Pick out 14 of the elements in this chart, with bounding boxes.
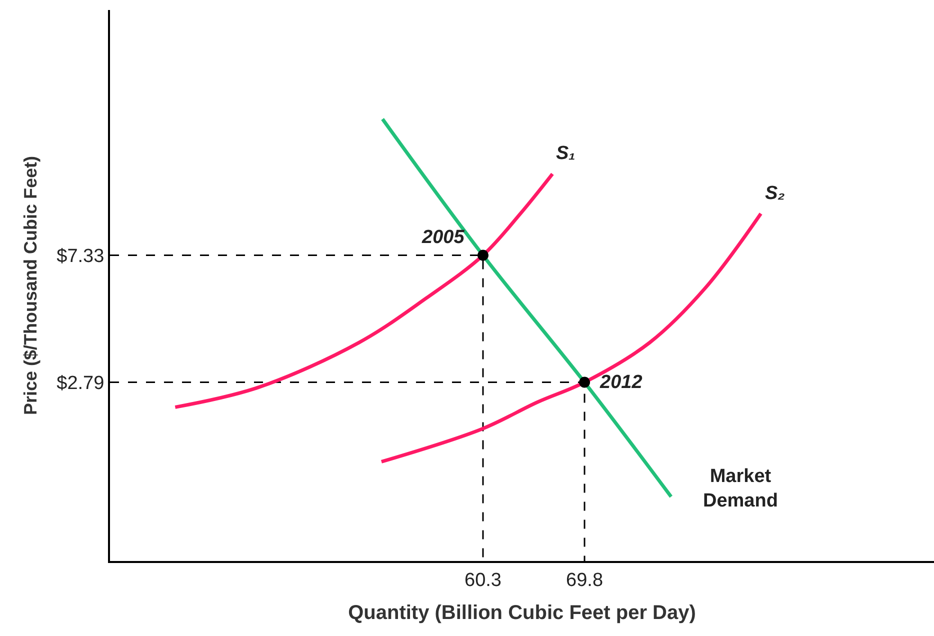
series-label: 2012 <box>599 372 643 393</box>
x-tick-label: 69.8 <box>566 570 604 591</box>
line-series <box>380 117 673 498</box>
y-axis-title: Price ($/Thousand Cubic Feet) <box>20 156 40 416</box>
series-label: S₂ <box>765 183 785 204</box>
series-label: Market Demand <box>703 466 778 512</box>
series-label: 2005 <box>421 227 465 248</box>
line-series <box>173 172 554 409</box>
x-tick-label: 60.3 <box>464 570 502 591</box>
y-tick-label: $2.79 <box>56 372 104 394</box>
y-tick-label: $7.33 <box>56 246 104 267</box>
series-label: S₁ <box>556 143 576 164</box>
line-series <box>380 212 763 464</box>
x-axis-title: Quantity (Billion Cubic Feet per Day) <box>348 602 696 624</box>
